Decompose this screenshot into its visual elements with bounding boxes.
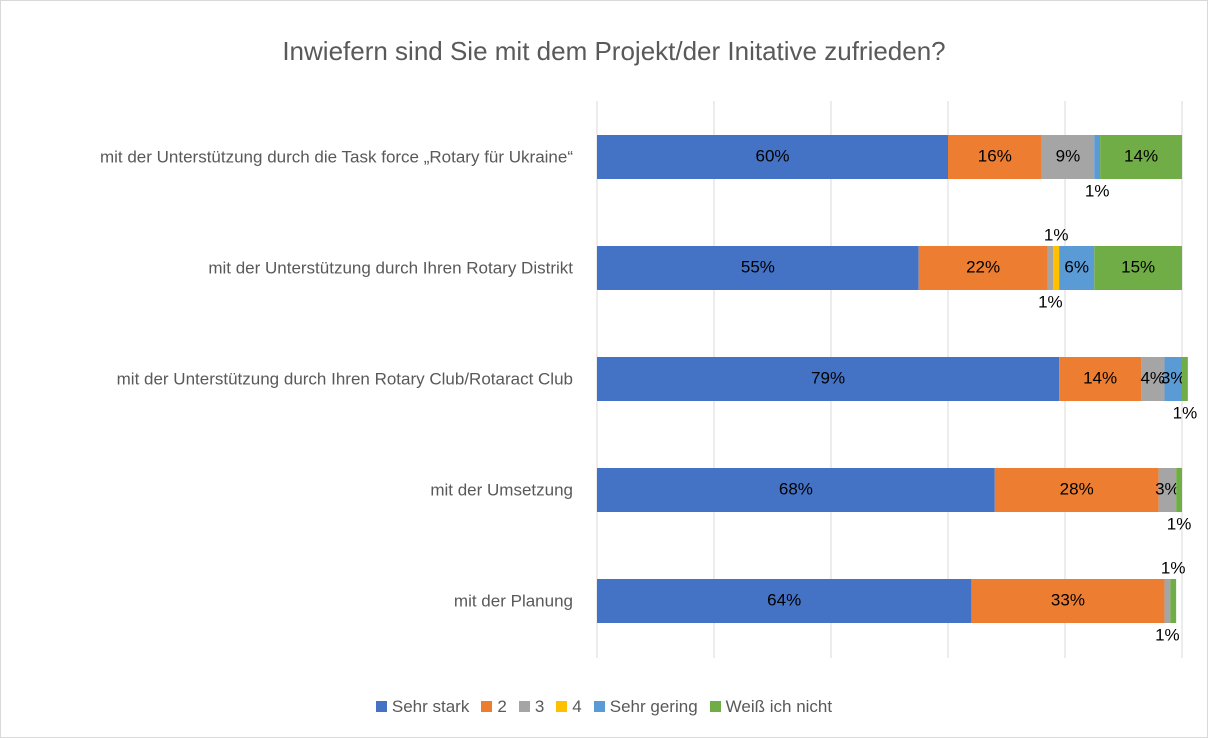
data-label: 15% xyxy=(1121,257,1155,276)
bar-segment xyxy=(1047,246,1054,290)
bar-segment xyxy=(1176,468,1182,512)
data-label: 9% xyxy=(1056,146,1081,165)
bar-segment xyxy=(597,135,948,179)
legend-label: 2 xyxy=(497,697,507,716)
bar-segment xyxy=(597,246,919,290)
legend-item: 4 xyxy=(556,697,582,717)
category-label: mit der Unterstützung durch Ihren Rotary… xyxy=(208,258,573,278)
data-label: 60% xyxy=(755,146,789,165)
data-label: 1% xyxy=(1085,181,1110,200)
data-label: 4% xyxy=(1140,368,1165,387)
category-label: mit der Umsetzung xyxy=(430,480,573,500)
bar-segment xyxy=(1059,357,1142,401)
legend-swatch xyxy=(375,701,387,712)
bar-segment xyxy=(948,135,1042,179)
data-label: 1% xyxy=(1173,403,1198,422)
bar-segment xyxy=(1053,246,1060,290)
data-label: 68% xyxy=(779,479,813,498)
category-label-box: mit der Unterstützung durch Ihren Rotary… xyxy=(13,367,573,392)
bar-segment xyxy=(1141,357,1165,401)
category-label-box: mit der Unterstützung durch die Task for… xyxy=(13,145,573,170)
legend-label: 4 xyxy=(572,697,582,716)
legend-label: Weiß ich nicht xyxy=(725,697,833,716)
data-label: 6% xyxy=(1064,257,1089,276)
data-label: 3% xyxy=(1155,479,1180,498)
category-label-box: mit der Unterstützung durch Ihren Rotary… xyxy=(13,256,573,281)
bar-segment xyxy=(1158,468,1177,512)
category-label: mit der Unterstützung durch Ihren Rotary… xyxy=(116,369,573,389)
data-label: 33% xyxy=(1051,590,1085,609)
bar-segment xyxy=(597,468,995,512)
data-label: 14% xyxy=(1083,368,1117,387)
data-label: 14% xyxy=(1124,146,1158,165)
legend-item: Weiß ich nicht xyxy=(709,697,833,717)
data-label: 16% xyxy=(978,146,1012,165)
bar-segment xyxy=(1170,579,1177,623)
legend-label: 3 xyxy=(534,697,545,716)
data-label: 28% xyxy=(1060,479,1094,498)
bar-segment xyxy=(1164,357,1182,401)
bar-segment xyxy=(1094,246,1182,290)
legend-swatch xyxy=(593,701,605,712)
legend-swatch xyxy=(709,701,721,712)
data-label: 1% xyxy=(1155,625,1180,644)
legend-item: Sehr gering xyxy=(593,697,698,717)
bar-segment xyxy=(1094,135,1101,179)
bar-segment xyxy=(1182,357,1188,401)
legend-item: Sehr stark xyxy=(375,697,470,717)
data-label: 1% xyxy=(1161,558,1186,577)
legend-item: 2 xyxy=(481,697,507,717)
bar-segment xyxy=(918,246,1048,290)
legend-item: 3 xyxy=(518,697,545,717)
category-label-box: mit der Umsetzung xyxy=(13,478,573,503)
category-label: mit der Planung xyxy=(453,591,573,611)
bar-segment xyxy=(1164,579,1171,623)
legend-swatch xyxy=(556,701,568,712)
chart-title: Inwiefern sind Sie mit dem Projekt/der I… xyxy=(282,36,945,66)
legend-swatch xyxy=(481,701,493,712)
bar-segment xyxy=(1041,135,1095,179)
bar-segment xyxy=(994,468,1159,512)
legend-swatch xyxy=(518,701,530,712)
bar-segment xyxy=(597,579,972,623)
data-label: 64% xyxy=(767,590,801,609)
data-label: 79% xyxy=(811,368,845,387)
category-label: mit der Unterstützung durch die Task for… xyxy=(99,147,573,167)
legend-label: Sehr stark xyxy=(391,697,470,716)
data-label: 1% xyxy=(1167,514,1192,533)
bar-segment xyxy=(597,357,1060,401)
bar-segment xyxy=(1059,246,1095,290)
data-label: 3% xyxy=(1161,368,1186,387)
bar-segment xyxy=(971,579,1165,623)
legend-label: Sehr gering xyxy=(609,697,698,716)
bar-segment xyxy=(1100,135,1182,179)
data-label: 1% xyxy=(1038,292,1063,311)
data-label: 55% xyxy=(741,257,775,276)
category-label-box: mit der Planung xyxy=(13,589,573,614)
data-label: 22% xyxy=(966,257,1000,276)
data-label: 1% xyxy=(1044,225,1069,244)
legend: Sehr stark 2 3 4 Sehr gering Weiß ich nicht xyxy=(1,697,1207,717)
